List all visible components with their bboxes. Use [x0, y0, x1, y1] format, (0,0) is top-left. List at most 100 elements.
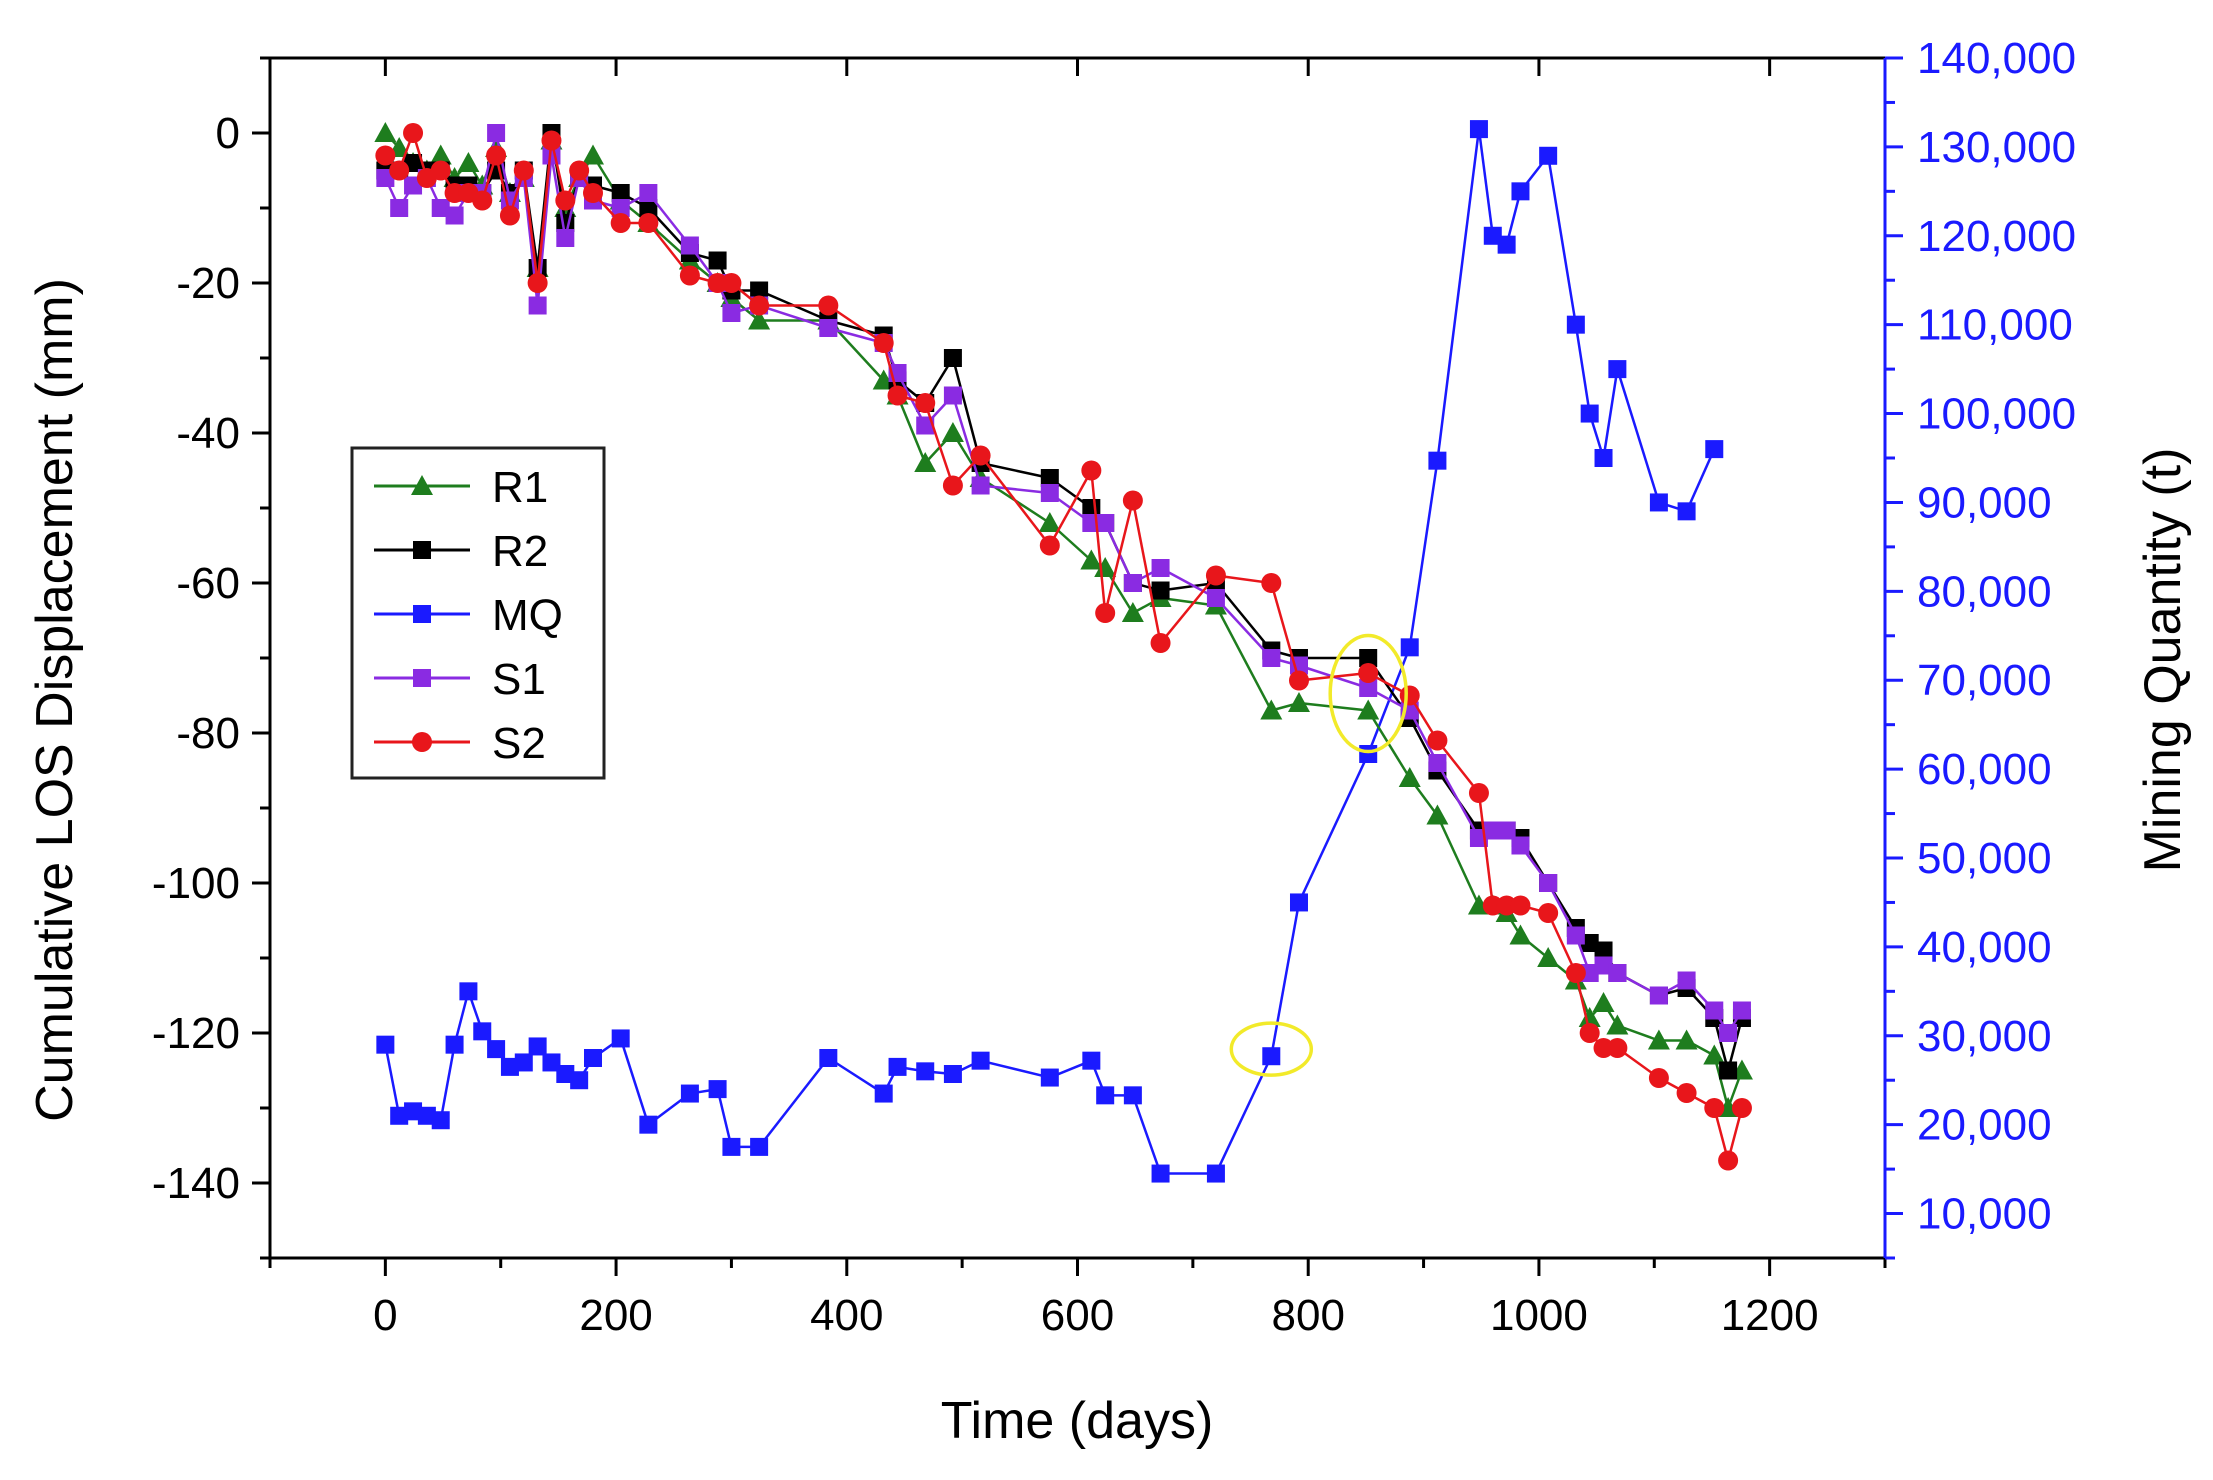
series-r2-point — [750, 281, 769, 300]
series-mq-point — [1580, 404, 1599, 423]
series-mq-point — [487, 1040, 506, 1059]
series-s1-point — [1359, 679, 1378, 697]
series-r1-point — [429, 144, 452, 165]
series-mq-segment — [1602, 368, 1619, 459]
y2-tick-label: 70,000 — [1917, 656, 2052, 705]
series-s2-point — [1399, 685, 1420, 706]
series-mq-segment — [1297, 753, 1370, 903]
series-mq-point — [1483, 226, 1502, 245]
series-mq-segment — [1270, 902, 1301, 1057]
series-r1-point — [1647, 1029, 1670, 1050]
series-s2-point — [430, 160, 451, 181]
series-s2-point — [1538, 903, 1559, 923]
series-s2-point — [541, 130, 562, 151]
series-s2-point — [1081, 460, 1102, 481]
legend-label: R2 — [492, 527, 548, 576]
series-mq-point — [1359, 745, 1378, 763]
series-mq-point — [611, 1029, 630, 1048]
series-mq-point — [1428, 451, 1447, 470]
series-s2-point — [1579, 1023, 1600, 1043]
y-tick-label: -60 — [176, 559, 240, 608]
series-s1-point — [1262, 649, 1281, 667]
series-r1-point — [1038, 512, 1061, 532]
series-s2-point — [444, 183, 465, 203]
series-s2-point — [403, 123, 424, 143]
series-r1-point — [1537, 947, 1560, 967]
y2-tick-label: 30,000 — [1917, 1012, 2052, 1061]
series-r1-segment — [1214, 604, 1273, 712]
series-layer — [374, 120, 1753, 1183]
series-s1 — [376, 124, 1751, 1042]
series-s2-segment — [1131, 500, 1162, 644]
series-mq-point — [1608, 360, 1627, 379]
series-s1-point — [971, 476, 990, 495]
series-mq-point — [417, 1106, 436, 1125]
series-mq-segment — [1131, 1094, 1162, 1174]
y2-tick-label: 60,000 — [1917, 745, 2052, 794]
series-r1-point — [374, 122, 397, 142]
series-s2-point — [1704, 1098, 1725, 1118]
x-tick-label: 600 — [1041, 1291, 1114, 1340]
legend-label: MQ — [492, 591, 563, 640]
series-s2-segment — [924, 402, 955, 486]
series-s2-point — [569, 160, 590, 181]
series-s2-segment — [1547, 912, 1577, 974]
series-mq-point — [570, 1071, 589, 1090]
series-s2-point — [499, 205, 520, 226]
series-s2-point — [679, 265, 700, 286]
series-s2-point — [1593, 1038, 1614, 1058]
series-mq-point — [376, 1035, 395, 1054]
x-tick-label: 0 — [373, 1291, 397, 1340]
series-mq-point — [473, 1022, 492, 1041]
series-s2-point — [1468, 783, 1489, 803]
series-mq-point — [514, 1053, 533, 1072]
series-mq-point — [1206, 1164, 1225, 1183]
series-mq-point — [680, 1084, 699, 1103]
series-mq-point — [819, 1049, 838, 1067]
series-mq-point — [528, 1037, 547, 1056]
y2-tick-label: 130,000 — [1917, 123, 2076, 172]
series-s1-point — [1705, 1001, 1724, 1020]
series-mq-point — [874, 1084, 893, 1103]
series-s1-point — [1497, 821, 1516, 840]
series-s1-point — [722, 304, 741, 322]
y2-tick-label: 50,000 — [1917, 834, 2052, 883]
series-r1-segment — [1298, 701, 1369, 712]
y-tick-label: -120 — [152, 1009, 240, 1058]
series-mq-segment — [758, 1057, 830, 1148]
series-s2-segment — [1159, 574, 1217, 644]
series-s2-segment — [647, 222, 691, 277]
series-s1-segment — [1159, 566, 1217, 600]
highlight-ellipse — [1328, 633, 1408, 754]
series-s2-point — [887, 385, 908, 406]
series-s1-point — [611, 199, 630, 217]
series-mq-point — [971, 1051, 990, 1070]
series-s1-point — [431, 199, 450, 217]
series-s1-point — [556, 229, 575, 247]
series-mq-point — [639, 1115, 658, 1134]
series-s1-segment — [494, 132, 512, 201]
series-mq-point — [445, 1035, 464, 1054]
series-s1-point — [1539, 874, 1558, 892]
y2-tick-label: 90,000 — [1917, 478, 2052, 527]
series-s1-point — [390, 199, 409, 217]
y2-tick-label: 140,000 — [1917, 34, 2076, 83]
series-s2-point — [1482, 895, 1503, 916]
series-r2-point — [943, 349, 962, 367]
series-mq-point — [1594, 449, 1613, 467]
series-r1-point — [748, 309, 771, 330]
series-mq-point — [1151, 1164, 1170, 1183]
highlight-ellipse — [1229, 1021, 1314, 1077]
series-s1-point — [916, 416, 935, 435]
x-axis: 0 200 400 600 800 1000 1200 — [268, 58, 1887, 1340]
y2-tick-label: 80,000 — [1917, 567, 2052, 616]
series-s2-point — [1358, 663, 1379, 683]
series-s2-point — [527, 273, 548, 293]
series-s2-point — [1039, 535, 1060, 556]
series-s2 — [375, 123, 1752, 1171]
series-s1-point — [680, 236, 699, 255]
series-r1-point — [1121, 602, 1144, 622]
series-r1-point — [1398, 767, 1421, 787]
y2-tick-label: 40,000 — [1917, 923, 2052, 972]
